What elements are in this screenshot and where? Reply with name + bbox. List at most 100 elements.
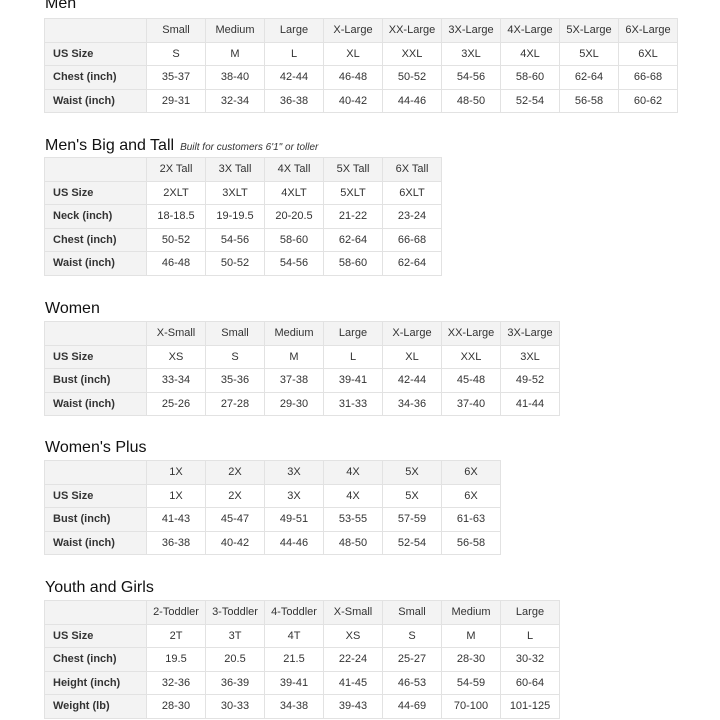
table-cell: 70-100: [441, 694, 501, 719]
table-cell: 2X: [205, 483, 265, 508]
table-row: Waist (inch) 46-48 50-52 54-56 58-60 62-64: [44, 251, 442, 276]
table-row: Waist (inch) 29-31 32-34 36-38 40-42 44-46 48-…: [44, 88, 678, 113]
row-label: Neck (inch): [44, 204, 147, 229]
column-header: 3-Toddler: [205, 600, 265, 625]
table-row: Bust (inch) 33-34 35-36 37-38 39-41 42-44 45-4…: [44, 368, 560, 393]
table-cell: 46-48: [146, 251, 206, 276]
table-cell: 5XLT: [323, 180, 383, 205]
table-row: Chest (inch) 19.5 20.5 21.5 22-24 25-27 28-30 3…: [44, 647, 560, 672]
table-cell: XXL: [382, 41, 442, 66]
table-cell: 34-38: [264, 694, 324, 719]
table-cell: 4X: [323, 483, 383, 508]
header-row: Small Medium Large X-Large XX-Large 3X-Large 4…: [44, 18, 678, 43]
table-cell: 42-44: [382, 368, 442, 393]
row-label: US Size: [44, 41, 147, 66]
column-header: Small: [146, 18, 206, 43]
table-row: Chest (inch) 35-37 38-40 42-44 46-48 50-52 54-…: [44, 65, 678, 90]
column-header: X-Small: [146, 321, 206, 346]
corner-cell: [44, 157, 147, 182]
row-label: US Size: [44, 623, 147, 648]
table-cell: 6XL: [618, 41, 678, 66]
table-cell: 56-58: [441, 530, 501, 555]
row-label: Waist (inch): [44, 391, 147, 416]
table-cell: 1X: [146, 483, 206, 508]
column-header: Small: [382, 600, 442, 625]
table-cell: L: [323, 344, 383, 369]
table-cell: 62-64: [323, 227, 383, 252]
table-cell: M: [205, 41, 265, 66]
women-title: Women: [45, 300, 100, 318]
table-cell: 46-53: [382, 670, 442, 695]
column-header: Large: [264, 18, 324, 43]
row-label: Bust (inch): [44, 507, 147, 532]
table-cell: 44-46: [382, 88, 442, 113]
table-cell: 21-22: [323, 204, 383, 229]
table-cell: 52-54: [382, 530, 442, 555]
table-cell: 44-69: [382, 694, 442, 719]
table-row: Neck (inch) 18-18.5 19-19.5 20-20.5 21-22 23-…: [44, 204, 442, 229]
section-note: Built for customers 6'1" or toller: [180, 142, 319, 153]
table-cell: 45-48: [441, 368, 501, 393]
table-cell: 62-64: [559, 65, 619, 90]
table-cell: 40-42: [323, 88, 383, 113]
table-cell: 25-27: [382, 647, 442, 672]
column-header: Large: [500, 600, 560, 625]
table-cell: 52-54: [500, 88, 560, 113]
table-cell: 31-33: [323, 391, 383, 416]
column-header: 6X: [441, 460, 501, 485]
table-row: Height (inch) 32-36 36-39 39-41 41-45 46-53 54…: [44, 670, 560, 695]
column-header: X-Large: [382, 321, 442, 346]
table-cell: M: [441, 623, 501, 648]
table-cell: 6XLT: [382, 180, 442, 205]
column-header: 6X-Large: [618, 18, 678, 43]
table-cell: 33-34: [146, 368, 206, 393]
table-cell: 41-44: [500, 391, 560, 416]
table-row: Bust (inch) 41-43 45-47 49-51 53-55 57-59 61-6…: [44, 507, 501, 532]
row-label: Chest (inch): [44, 227, 147, 252]
corner-cell: [44, 460, 147, 485]
table-cell: 5XL: [559, 41, 619, 66]
column-header: Medium: [205, 18, 265, 43]
table-cell: 3XLT: [205, 180, 265, 205]
column-header: 5X Tall: [323, 157, 383, 182]
table-cell: 42-44: [264, 65, 324, 90]
table-cell: L: [500, 623, 560, 648]
table-row: US Size 1X 2X 3X 4X 5X 6X: [44, 483, 501, 508]
table-cell: 21.5: [264, 647, 324, 672]
column-header: 2-Toddler: [146, 600, 206, 625]
header-row: X-Small Small Medium Large X-Large XX-Large 3X…: [44, 321, 560, 346]
table-cell: S: [382, 623, 442, 648]
row-label: US Size: [44, 483, 147, 508]
column-header: Medium: [264, 321, 324, 346]
row-label: Waist (inch): [44, 251, 147, 276]
table-cell: 18-18.5: [146, 204, 206, 229]
column-header: 3X Tall: [205, 157, 265, 182]
header-row: 1X 2X 3X 4X 5X 6X: [44, 460, 501, 485]
corner-cell: [44, 321, 147, 346]
table-cell: 62-64: [382, 251, 442, 276]
table-cell: 32-34: [205, 88, 265, 113]
table-cell: 34-36: [382, 391, 442, 416]
table-row: Waist (inch) 36-38 40-42 44-46 48-50 52-54 56-…: [44, 530, 501, 555]
table-cell: 45-47: [205, 507, 265, 532]
table-cell: 37-38: [264, 368, 324, 393]
table-cell: 50-52: [146, 227, 206, 252]
table-cell: 27-28: [205, 391, 265, 416]
row-label: US Size: [44, 344, 147, 369]
table-cell: 41-43: [146, 507, 206, 532]
table-cell: XS: [323, 623, 383, 648]
table-cell: 3XL: [441, 41, 501, 66]
youth-and-girls-size-table: 2-Toddler 3-Toddler 4-Toddler X-Small Small M…: [44, 600, 560, 719]
table-cell: 39-41: [264, 670, 324, 695]
table-cell: 48-50: [441, 88, 501, 113]
table-cell: 29-30: [264, 391, 324, 416]
table-cell: 30-32: [500, 647, 560, 672]
column-header: Medium: [441, 600, 501, 625]
table-cell: S: [205, 344, 265, 369]
column-header: Large: [323, 321, 383, 346]
row-label: Chest (inch): [44, 647, 147, 672]
table-cell: S: [146, 41, 206, 66]
table-cell: 60-62: [618, 88, 678, 113]
table-cell: 46-48: [323, 65, 383, 90]
column-header: 6X Tall: [382, 157, 442, 182]
